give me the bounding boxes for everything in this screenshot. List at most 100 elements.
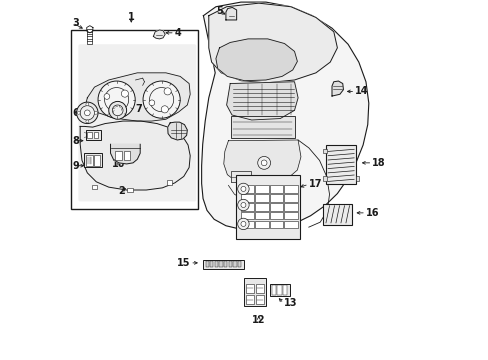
Bar xyxy=(235,175,299,239)
Bar xyxy=(241,212,254,220)
Bar xyxy=(284,185,297,193)
Text: 18: 18 xyxy=(372,158,385,168)
Bar xyxy=(233,261,236,267)
Polygon shape xyxy=(153,30,165,39)
Polygon shape xyxy=(80,121,190,190)
Bar xyxy=(255,212,268,220)
Bar xyxy=(166,180,172,185)
Bar xyxy=(94,155,100,166)
Circle shape xyxy=(149,100,154,105)
Circle shape xyxy=(77,111,80,114)
Bar xyxy=(269,185,283,193)
Bar xyxy=(255,221,268,228)
Text: 4: 4 xyxy=(175,28,181,38)
Bar xyxy=(255,185,268,193)
Bar xyxy=(84,153,102,167)
Circle shape xyxy=(80,106,94,120)
Text: 10: 10 xyxy=(112,159,125,169)
Bar xyxy=(244,278,265,306)
Circle shape xyxy=(237,183,248,195)
Circle shape xyxy=(241,186,245,192)
Bar xyxy=(230,116,294,138)
Text: 11: 11 xyxy=(169,127,183,137)
Circle shape xyxy=(86,103,88,106)
Bar xyxy=(246,296,254,304)
Polygon shape xyxy=(85,73,190,121)
Bar xyxy=(241,203,254,211)
Circle shape xyxy=(161,106,168,113)
Bar xyxy=(325,145,356,184)
Bar xyxy=(241,221,254,228)
Text: 14: 14 xyxy=(354,86,368,96)
Bar xyxy=(256,296,264,304)
Text: 3: 3 xyxy=(72,18,79,28)
Text: 13: 13 xyxy=(283,298,297,308)
Text: 15: 15 xyxy=(176,258,190,268)
Bar xyxy=(214,261,218,267)
Circle shape xyxy=(241,221,245,226)
Circle shape xyxy=(257,157,270,169)
Bar xyxy=(269,194,283,202)
Bar xyxy=(256,284,264,293)
Circle shape xyxy=(261,160,266,166)
Circle shape xyxy=(98,81,135,118)
Polygon shape xyxy=(331,81,343,96)
Bar xyxy=(270,284,289,296)
Bar xyxy=(355,176,358,181)
Circle shape xyxy=(241,203,245,207)
Bar xyxy=(123,151,130,160)
Text: 1: 1 xyxy=(128,13,134,22)
Text: 6: 6 xyxy=(72,108,79,118)
Circle shape xyxy=(121,90,128,97)
Circle shape xyxy=(237,218,248,230)
Bar xyxy=(87,132,91,138)
Bar xyxy=(269,203,283,211)
Polygon shape xyxy=(225,8,236,20)
Circle shape xyxy=(104,87,128,112)
Bar xyxy=(284,194,297,202)
Text: 7: 7 xyxy=(135,104,142,113)
Polygon shape xyxy=(110,144,140,164)
Bar xyxy=(277,285,281,295)
Bar xyxy=(323,149,326,153)
Bar xyxy=(283,285,287,295)
Bar xyxy=(241,194,254,202)
Circle shape xyxy=(112,105,123,116)
Bar xyxy=(246,284,254,293)
Bar xyxy=(230,177,250,182)
Bar xyxy=(269,212,283,220)
Polygon shape xyxy=(167,122,187,140)
Bar xyxy=(271,285,275,295)
Text: 5: 5 xyxy=(216,6,223,17)
Bar xyxy=(269,221,283,228)
Bar xyxy=(284,212,297,220)
Circle shape xyxy=(113,106,120,113)
Bar xyxy=(219,261,222,267)
Bar xyxy=(203,260,244,269)
Bar xyxy=(87,29,92,44)
Bar xyxy=(228,261,231,267)
Bar xyxy=(205,261,208,267)
Polygon shape xyxy=(226,82,298,120)
Bar xyxy=(224,261,227,267)
Bar xyxy=(255,194,268,202)
Circle shape xyxy=(86,120,88,123)
Polygon shape xyxy=(201,2,368,230)
Text: 17: 17 xyxy=(308,179,322,189)
Bar xyxy=(255,203,268,211)
Bar xyxy=(85,130,101,140)
Circle shape xyxy=(163,88,171,95)
Text: 9: 9 xyxy=(72,161,79,171)
Bar xyxy=(284,203,297,211)
Text: 16: 16 xyxy=(365,208,379,218)
Bar xyxy=(241,185,254,193)
Bar xyxy=(323,204,352,225)
FancyBboxPatch shape xyxy=(78,44,196,202)
Circle shape xyxy=(108,102,126,119)
Circle shape xyxy=(237,199,248,211)
Circle shape xyxy=(84,110,90,116)
Circle shape xyxy=(149,87,173,112)
Polygon shape xyxy=(224,140,300,185)
Text: 8: 8 xyxy=(72,136,79,146)
Circle shape xyxy=(143,81,180,118)
